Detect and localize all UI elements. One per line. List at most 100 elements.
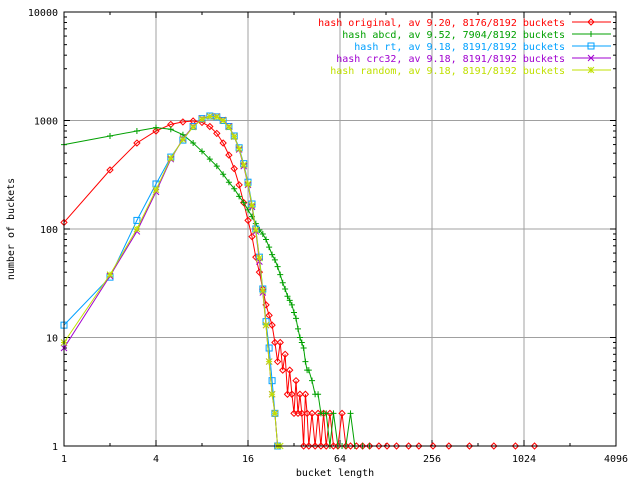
x-tick-label: 1 [61,454,67,465]
data-point [256,254,263,262]
y-tick-label: 100 [40,225,58,236]
legend: hash original, av 9.20, 8176/8192 bucket… [318,18,611,77]
data-point [265,358,273,365]
data-point [317,442,325,450]
data-point [255,268,264,276]
data-point [240,161,248,169]
data-point [288,301,295,308]
data-point [236,193,243,200]
data-point [219,139,227,147]
data-point [286,366,294,374]
y-tick-label: 1 [52,442,58,453]
data-point [271,256,278,263]
data-point [296,390,304,398]
plot-frame [63,11,617,447]
data-point [383,442,391,450]
data-point [308,409,316,418]
data-point [213,113,221,121]
data-point [225,179,232,186]
data-point [587,18,595,26]
x-tick-label: 4 [153,454,159,465]
data-point [230,164,238,173]
data-point [199,148,205,155]
data-point [298,339,305,346]
data-point [293,315,300,322]
data-point [152,127,160,135]
legend-entry: hash abcd, av 9.52, 7904/8192 buckets [342,30,611,41]
x-tick-label: 1024 [512,454,536,465]
data-point [323,410,330,417]
data-point [276,338,284,347]
data-point [153,124,159,131]
data-point [179,118,187,126]
data-point [392,442,401,450]
data-point [279,366,287,374]
data-point [248,202,256,209]
data-point [282,285,289,292]
data-point [465,442,474,450]
data-point [133,139,141,147]
series-5 [60,113,284,450]
data-point [300,345,307,352]
data-point [269,251,276,258]
data-point [268,321,276,329]
data-point [213,163,220,170]
x-tick-label: 256 [423,454,441,465]
data-point [338,409,346,418]
data-point [225,151,233,159]
data-point [206,113,214,120]
data-point [305,442,313,450]
data-point [284,293,291,300]
data-point [152,186,160,194]
data-point [265,344,273,352]
data-point [219,117,227,124]
data-point [326,409,334,418]
data-point [271,409,279,417]
data-point [311,442,319,450]
data-point [107,132,113,139]
data-point [587,42,595,50]
data-point [198,115,206,123]
grid-layer [64,12,616,446]
data-point [206,122,214,131]
y-tick-label: 1000 [34,117,58,128]
data-point [190,140,197,147]
series-line [63,115,281,447]
data-point [295,325,302,332]
series-layer [60,112,539,450]
data-point [346,442,355,450]
data-point [296,334,303,341]
x-tick-label: 16 [242,454,254,465]
data-point [235,181,243,189]
data-point [274,263,281,270]
series-line [63,115,279,447]
data-point [298,409,306,418]
data-point [252,226,260,234]
data-point [301,390,310,398]
data-point [322,442,330,450]
legend-label: hash original, av 9.20, 8176/8192 bucket… [318,18,565,29]
y-axis-label: number of buckets [6,178,17,280]
data-point [268,377,276,385]
legend-label: hash crc32, av 9.18, 8191/8192 buckets [336,54,565,65]
data-point [587,66,595,74]
data-point [240,199,247,206]
data-point [244,216,252,225]
data-point [220,171,227,178]
data-point [133,225,141,233]
data-point [167,154,175,162]
x-tick-label: 4096 [604,454,628,465]
data-point [330,410,337,417]
data-point [299,442,308,450]
data-point [347,410,354,417]
series-1 [60,117,539,450]
data-point [490,442,498,450]
legend-label: hash rt, av 9.18, 8191/8192 buckets [354,42,565,53]
legend-label: hash abcd, av 9.52, 7904/8192 buckets [342,30,565,41]
data-point [231,185,238,192]
data-point [314,409,322,418]
data-point [206,156,213,163]
data-point [106,271,114,278]
data-point [292,376,300,385]
data-point [244,180,252,188]
